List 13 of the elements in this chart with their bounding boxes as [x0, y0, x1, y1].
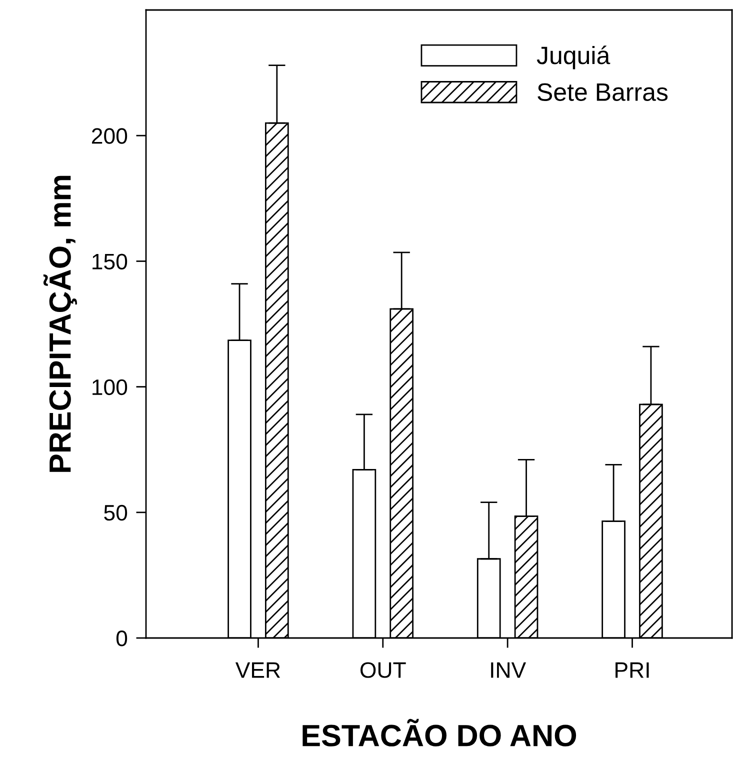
legend-label: Sete Barras: [538, 83, 668, 101]
x-tick-label: VER: [235, 662, 280, 678]
y-tick-label: 200: [92, 128, 128, 144]
x-tick-label: OUT: [360, 662, 406, 678]
y-tick-label: 150: [92, 254, 128, 270]
y-tick-label: 0: [116, 630, 128, 646]
y-tick-label: 50: [104, 504, 128, 521]
y-axis-title: PRECIPITAÇÃO, mm: [43, 176, 77, 472]
x-axis-title: ESTACÃO DO ANO: [302, 718, 576, 746]
y-tick-label: 100: [92, 379, 128, 396]
x-tick-label: INV: [491, 662, 526, 678]
legend-label: Juquiá: [536, 46, 610, 70]
x-tick-label: PRI: [616, 662, 649, 678]
